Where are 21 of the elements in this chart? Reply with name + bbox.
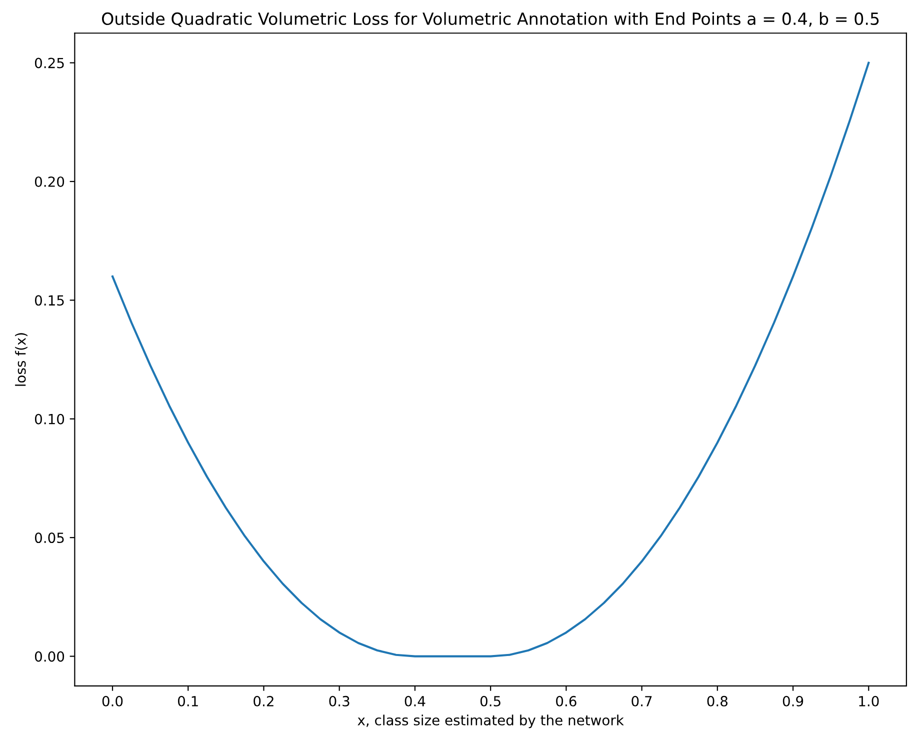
y-tick-label: 0.00 xyxy=(34,651,64,662)
y-axis-title: loss f(x) xyxy=(15,333,28,386)
x-tick-label: 0.5 xyxy=(480,696,500,706)
y-tick-label: 0.10 xyxy=(34,414,64,424)
x-axis-title: x, class size estimated by the network xyxy=(358,714,624,728)
x-tick-label: 0.9 xyxy=(782,696,804,706)
x-tick-label: 0.0 xyxy=(102,696,123,706)
x-tick-label: 0.6 xyxy=(556,696,576,706)
chart-title: Outside Quadratic Volumetric Loss for Volumetric Annotation with End Points a = 0.4, b = 0.5 xyxy=(102,12,879,27)
x-tick-label: 0.7 xyxy=(632,696,652,706)
y-tick-label: 0.20 xyxy=(34,176,64,187)
x-tick-label: 0.1 xyxy=(178,696,198,706)
x-tick-label: 0.8 xyxy=(707,696,728,706)
x-tick-label: 1.0 xyxy=(859,696,879,706)
y-tick-label: 0.15 xyxy=(34,295,64,306)
y-tick-label: 0.05 xyxy=(34,532,64,544)
x-tick-label: 0.4 xyxy=(404,696,426,706)
x-tick-label: 0.2 xyxy=(254,696,274,706)
x-tick-label: 0.3 xyxy=(329,696,350,706)
line-series xyxy=(111,62,870,658)
y-tick-label: 0.25 xyxy=(34,58,64,68)
